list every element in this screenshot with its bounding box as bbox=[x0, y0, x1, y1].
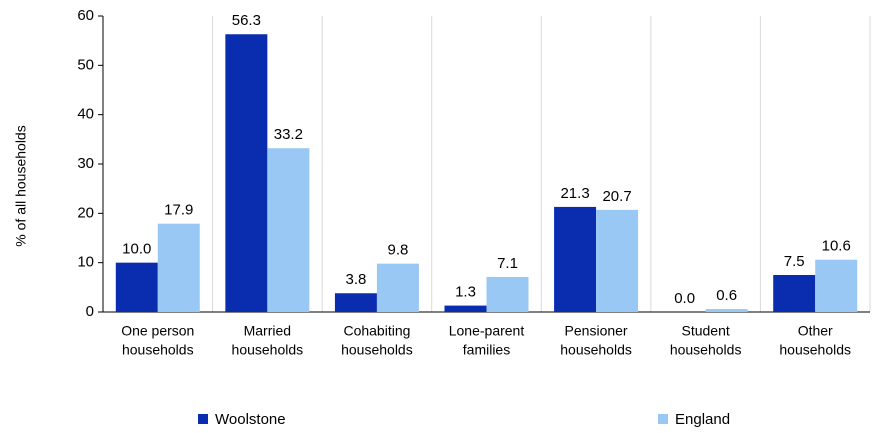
x-tick-label: households bbox=[560, 342, 632, 358]
x-tick-label: households bbox=[670, 342, 742, 358]
x-tick-label: Married bbox=[244, 323, 291, 339]
y-tick-label: 10 bbox=[77, 254, 94, 271]
legend-swatch bbox=[198, 414, 208, 424]
data-label: 20.7 bbox=[602, 188, 631, 205]
data-label: 33.2 bbox=[274, 126, 303, 143]
data-label: 0.6 bbox=[716, 287, 737, 304]
y-tick-label: 20 bbox=[77, 204, 94, 221]
data-label: 56.3 bbox=[232, 12, 261, 29]
bar bbox=[705, 309, 748, 312]
bar bbox=[596, 209, 639, 312]
data-label: 3.8 bbox=[345, 271, 366, 288]
data-label: 7.1 bbox=[497, 255, 518, 272]
bar bbox=[486, 276, 529, 312]
bar bbox=[376, 263, 419, 312]
bar bbox=[267, 148, 310, 312]
bar bbox=[115, 262, 158, 312]
data-label: 7.5 bbox=[784, 253, 805, 270]
x-tick-label: Other bbox=[798, 323, 833, 339]
bar bbox=[157, 223, 200, 312]
y-tick-label: 0 bbox=[86, 303, 94, 320]
y-axis-label: % of all households bbox=[13, 125, 29, 246]
x-tick-label: Pensioner bbox=[565, 323, 628, 339]
x-tick-label: families bbox=[463, 342, 510, 358]
x-tick-label: Lone-parent bbox=[449, 323, 525, 339]
y-tick-label: 60 bbox=[77, 7, 94, 24]
data-label: 9.8 bbox=[387, 242, 408, 259]
data-label: 1.3 bbox=[455, 284, 476, 301]
bar bbox=[815, 259, 858, 312]
bar bbox=[773, 275, 816, 312]
bar bbox=[225, 34, 268, 313]
data-label: 0.0 bbox=[674, 290, 695, 307]
data-label: 21.3 bbox=[560, 185, 589, 202]
bar bbox=[334, 293, 377, 312]
x-tick-label: Student bbox=[682, 323, 730, 339]
bar bbox=[444, 305, 487, 312]
bar bbox=[554, 206, 597, 312]
data-label: 10.0 bbox=[122, 241, 151, 258]
x-tick-label: households bbox=[341, 342, 413, 358]
x-tick-label: households bbox=[779, 342, 851, 358]
y-tick-label: 30 bbox=[77, 155, 94, 172]
data-label: 17.9 bbox=[164, 202, 193, 219]
x-tick-label: households bbox=[122, 342, 194, 358]
x-tick-label: Cohabiting bbox=[343, 323, 410, 339]
legend-label: Woolstone bbox=[215, 411, 286, 428]
legend-swatch bbox=[658, 414, 668, 424]
data-label: 10.6 bbox=[822, 238, 851, 255]
x-tick-label: One person bbox=[121, 323, 194, 339]
x-tick-label: households bbox=[232, 342, 304, 358]
legend-label: England bbox=[675, 411, 730, 428]
y-tick-label: 40 bbox=[77, 106, 94, 123]
y-tick-label: 50 bbox=[77, 56, 94, 73]
